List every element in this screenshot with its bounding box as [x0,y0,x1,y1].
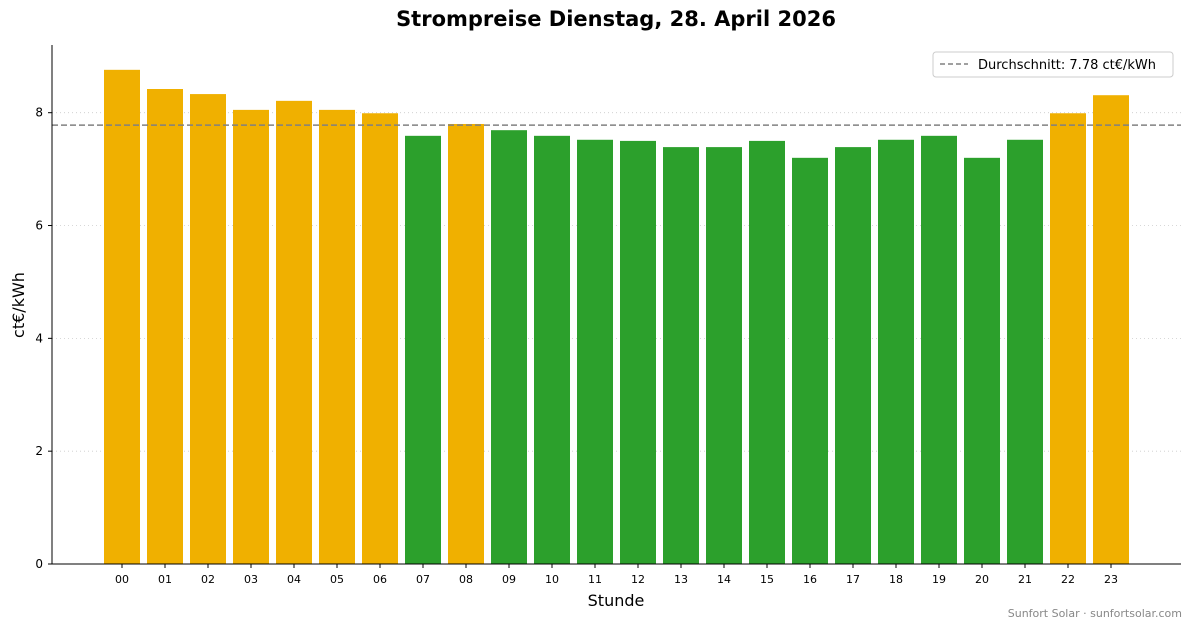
x-tick-label: 21 [1018,573,1032,586]
x-tick-label: 02 [201,573,215,586]
y-ticks: 0 2 4 6 8 [35,106,52,571]
bar-19 [921,135,957,564]
x-tick-label: 23 [1104,573,1118,586]
bar-08 [448,123,484,564]
y-tick-label: 4 [35,331,43,345]
y-tick-label: 6 [35,219,43,233]
x-tick-label: 12 [631,573,645,586]
bar-13 [663,147,699,564]
x-tick-label: 18 [889,573,903,586]
bar-15 [749,140,785,565]
x-tick-label: 16 [803,573,817,586]
bar-00 [104,69,140,564]
bar-17 [835,147,871,564]
x-tick-label: 20 [975,573,989,586]
x-tick-label: 00 [115,573,129,586]
legend-frame [932,51,1174,78]
legend-label: Durchschnitt: 7.78 ct€/kWh [978,58,1156,73]
bar-05 [319,109,355,564]
bar-10 [534,135,570,564]
x-tick-label: 03 [244,573,258,586]
x-tick-label: 09 [502,573,516,586]
x-tick-label: 11 [588,573,602,586]
x-tick-label: 01 [158,573,172,586]
bar-01 [147,89,183,565]
bar-03 [233,109,269,564]
bar-22 [1050,113,1086,565]
bars [104,69,1129,565]
x-tick-label: 14 [717,573,731,586]
x-axis-label: Stunde [588,591,645,610]
bar-04 [276,100,312,565]
bar-18 [878,139,914,564]
footer-credit: Sunfort Solar · sunfortsolar.com [1008,607,1182,620]
y-tick-label: 2 [35,444,43,458]
x-tick-label: 05 [330,573,344,586]
x-tick-label: 06 [373,573,387,586]
bar-21 [1007,139,1043,564]
bar-12 [620,140,656,565]
x-tick-label: 13 [674,573,688,586]
bar-14 [706,147,742,564]
y-tick-label: 0 [35,557,43,571]
x-tick-label: 07 [416,573,430,586]
bar-11 [577,139,613,564]
legend: Durchschnitt: 7.78 ct€/kWh [932,51,1174,78]
bar-02 [190,94,226,564]
x-tick-label: 04 [287,573,301,586]
chart-title: Strompreise Dienstag, 28. April 2026 [396,7,836,31]
x-tick-label: 08 [459,573,473,586]
bar-16 [792,157,828,564]
bar-09 [491,130,527,564]
bar-20 [964,157,1000,564]
x-tick-label: 19 [932,573,946,586]
x-tick-label: 10 [545,573,559,586]
bar-23 [1093,95,1129,564]
bar-06 [362,113,398,565]
x-tick-label: 22 [1061,573,1075,586]
x-tick-label: 17 [846,573,860,586]
x-tick-label: 15 [760,573,774,586]
bar-07 [405,135,441,564]
y-axis-label: ct€/kWh [9,272,28,338]
x-ticks: 00 01 02 03 04 05 06 07 08 09 10 11 12 13 14 15 16 17 18 19… [115,564,1118,586]
y-tick-label: 8 [35,106,43,120]
